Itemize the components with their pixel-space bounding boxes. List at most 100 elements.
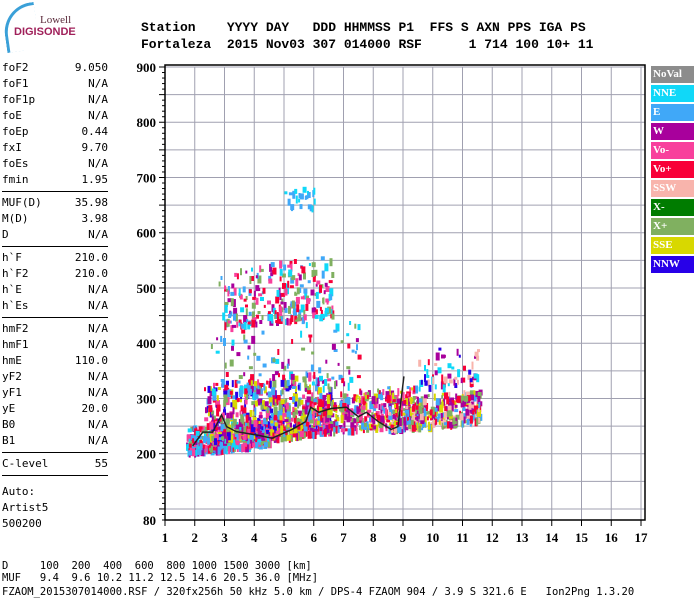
echo-point <box>283 264 287 271</box>
echo-point <box>292 396 296 403</box>
echo-point <box>424 380 428 386</box>
echo-point <box>238 435 241 440</box>
echo-point <box>218 426 222 430</box>
echo-point <box>311 399 314 408</box>
echo-point <box>353 418 357 424</box>
param-value: N/A <box>88 434 108 447</box>
echo-point <box>340 340 344 344</box>
echo-point <box>397 388 400 397</box>
echo-point <box>426 416 429 421</box>
echo-point <box>315 431 320 435</box>
echo-point <box>229 359 234 367</box>
digisonde-logo: Lowell DIGISONDE <box>0 1 76 54</box>
echo-point <box>451 366 455 370</box>
param-name: foEp <box>2 125 29 138</box>
echo-point <box>250 439 253 447</box>
echo-point <box>401 425 404 433</box>
echo-point <box>312 411 315 416</box>
echo-point <box>240 435 243 439</box>
echo-point <box>316 396 319 400</box>
echo-point <box>255 400 258 407</box>
echo-point <box>243 315 248 323</box>
echo-point <box>207 408 210 417</box>
param-row: MUF(D) 35.98 <box>2 195 108 211</box>
echo-point <box>209 421 214 430</box>
echo-point <box>281 361 285 369</box>
echo-point <box>215 446 220 454</box>
echo-point <box>284 380 289 389</box>
echo-point <box>231 380 234 388</box>
echo-point <box>238 424 241 431</box>
echo-point <box>204 387 206 392</box>
param-row: hmF2 N/A <box>2 321 108 337</box>
echo-point <box>232 324 236 328</box>
echo-point <box>257 379 260 387</box>
echo-point <box>234 445 239 450</box>
param-value: 210.0 <box>74 251 108 264</box>
echo-point <box>295 317 299 322</box>
legend-item-noval: NoVal <box>651 66 694 83</box>
echo-point <box>320 256 325 261</box>
echo-point <box>430 410 433 414</box>
echo-point <box>195 449 198 456</box>
echo-point <box>450 403 454 412</box>
echo-point <box>312 432 316 439</box>
echo-point <box>302 376 307 383</box>
echo-point <box>243 339 248 344</box>
echo-point <box>319 315 324 322</box>
echo-point <box>284 307 288 313</box>
echo-point <box>272 374 276 381</box>
echo-point <box>388 386 391 395</box>
x-tick-label: 13 <box>516 530 530 545</box>
echo-point <box>397 427 402 433</box>
echo-point <box>435 418 438 425</box>
echo-point <box>261 426 264 431</box>
echo-point <box>198 426 203 430</box>
echo-point <box>278 313 283 317</box>
echo-point <box>248 379 251 386</box>
echo-point <box>441 422 444 430</box>
echo-point <box>217 446 221 455</box>
echo-point <box>427 394 430 398</box>
echo-point <box>212 394 217 401</box>
echo-point <box>303 288 308 294</box>
echo-point <box>219 437 222 441</box>
echo-point <box>297 410 302 414</box>
x-tick-label: 4 <box>251 530 258 545</box>
echo-point <box>473 390 476 396</box>
echo-point <box>236 397 240 402</box>
echo-point <box>294 399 298 407</box>
echo-point <box>263 386 267 394</box>
echo-point <box>211 410 215 415</box>
echo-point <box>209 447 214 451</box>
echo-point <box>254 440 259 449</box>
auto-label: Auto: <box>2 485 36 498</box>
separator <box>2 452 108 453</box>
echo-point <box>223 409 226 413</box>
echo-point <box>317 387 322 395</box>
echo-point <box>227 389 232 398</box>
echo-point <box>273 406 278 415</box>
echo-point <box>222 312 226 321</box>
echo-point <box>253 290 256 297</box>
echo-point <box>279 268 283 276</box>
echo-point <box>299 193 304 200</box>
echo-point <box>247 388 252 395</box>
echo-point <box>329 430 332 437</box>
echo-point <box>261 315 264 320</box>
echo-point <box>313 187 316 195</box>
echo-point <box>281 292 286 297</box>
echo-point <box>276 411 280 420</box>
echo-point <box>305 303 309 311</box>
echo-point <box>240 396 242 403</box>
echo-point <box>278 287 281 295</box>
x-tick-label: 8 <box>370 530 377 545</box>
echo-point <box>473 405 478 410</box>
echo-point <box>449 422 454 428</box>
echo-point <box>307 409 312 417</box>
echo-point <box>311 403 315 408</box>
echo-point <box>294 428 298 435</box>
echo-point <box>248 289 252 294</box>
echo-point <box>288 269 293 277</box>
echo-point <box>194 441 198 445</box>
